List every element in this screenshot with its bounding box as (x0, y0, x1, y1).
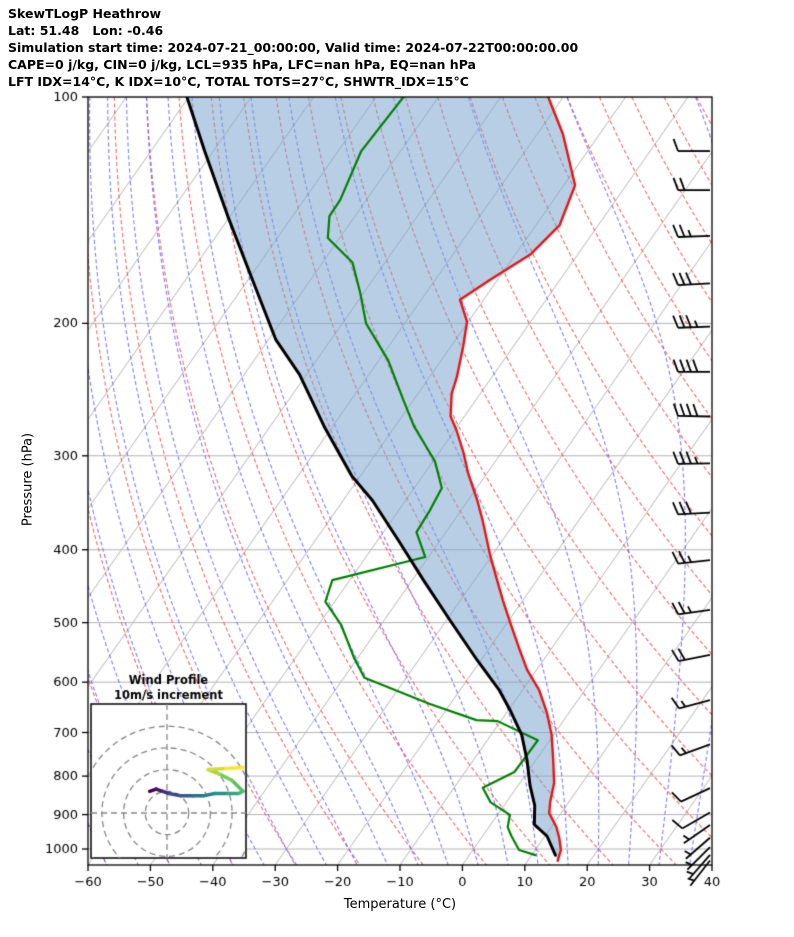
indices-line: LFT IDX=14°C, K IDX=10°C, TOTAL TOTS=27°… (8, 74, 469, 89)
plot-title: SkewTLogP Heathrow (8, 6, 162, 21)
lat-lon-line: Lat: 51.48 Lon: -0.46 (8, 23, 164, 38)
y-axis-label: Pressure (hPa) (20, 432, 36, 527)
sim-time-line: Simulation start time: 2024-07-21_00:00:… (8, 40, 579, 55)
x-axis-label: Temperature (°C) (343, 897, 457, 912)
cape-cin-line: CAPE=0 j/kg, CIN=0 j/kg, LCL=935 hPa, LF… (8, 57, 476, 72)
